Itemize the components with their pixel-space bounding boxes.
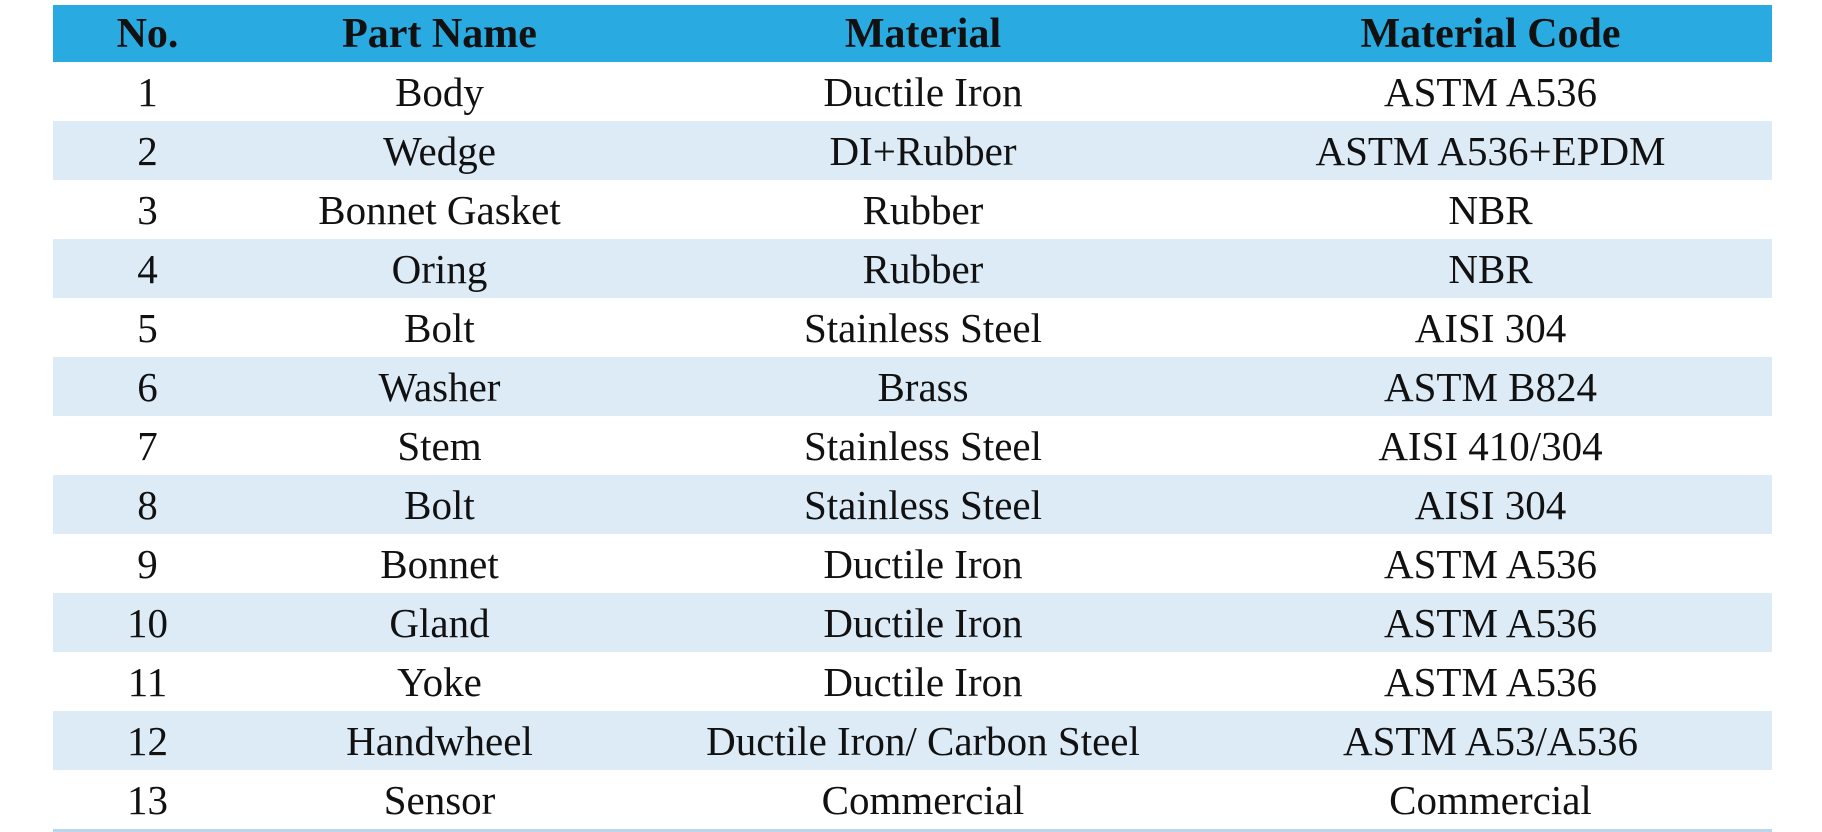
table-cell: 11 bbox=[127, 658, 168, 705]
table-cell: 1 bbox=[137, 68, 158, 115]
table-cell: Washer bbox=[242, 357, 637, 416]
table-row: 11 Yoke Ductile Iron ASTM A536 bbox=[53, 652, 1772, 711]
table-cell: Ductile Iron bbox=[823, 658, 1023, 705]
table-cell: Rubber bbox=[862, 186, 984, 233]
table-row: 3 Bonnet Gasket Rubber NBR bbox=[53, 180, 1772, 239]
table-cell: Commercial bbox=[1209, 770, 1772, 832]
table-cell: Body bbox=[395, 68, 484, 115]
table-cell: 4 bbox=[53, 239, 242, 298]
table-cell: AISI 304 bbox=[1209, 475, 1772, 534]
table-cell: 6 bbox=[53, 357, 242, 416]
table-cell: Stainless Steel bbox=[803, 422, 1042, 469]
table-cell: ASTM A536 bbox=[1383, 68, 1597, 115]
table-cell: ASTM B824 bbox=[1209, 357, 1772, 416]
table-cell: Brass bbox=[637, 357, 1209, 416]
table-cell: 10 bbox=[53, 593, 242, 652]
table-cell: Stem bbox=[397, 422, 482, 469]
table-cell: Stainless Steel bbox=[803, 304, 1042, 351]
header-row: No. Part Name Material Material Code bbox=[53, 5, 1772, 62]
table-cell: Rubber bbox=[637, 239, 1209, 298]
table-row: 13 Sensor Commercial Commercial bbox=[53, 770, 1772, 832]
table-cell: 7 bbox=[137, 422, 158, 469]
table-cell: Handwheel bbox=[242, 711, 637, 770]
table-cell: Bonnet bbox=[380, 540, 499, 587]
table-row: 1 Body Ductile Iron ASTM A536 bbox=[53, 62, 1772, 121]
table-cell: Yoke bbox=[397, 658, 482, 705]
table-cell: ASTM A536 bbox=[1383, 540, 1597, 587]
table-row: 9 Bonnet Ductile Iron ASTM A536 bbox=[53, 534, 1772, 593]
table-cell: 13 bbox=[53, 770, 242, 832]
table-cell: AISI 410/304 bbox=[1378, 422, 1603, 469]
table-cell: NBR bbox=[1448, 186, 1533, 233]
table-cell: Stainless Steel bbox=[637, 475, 1209, 534]
table-cell: 8 bbox=[53, 475, 242, 534]
table-row: 4 Oring Rubber NBR bbox=[53, 239, 1772, 298]
table-cell: 5 bbox=[137, 304, 158, 351]
column-header: Material Code bbox=[1209, 5, 1772, 62]
table-header: No. Part Name Material Material Code bbox=[53, 5, 1772, 62]
table-cell: Bolt bbox=[404, 304, 475, 351]
table-cell: ASTM A53/A536 bbox=[1209, 711, 1772, 770]
table-cell: 2 bbox=[53, 121, 242, 180]
table-cell: 9 bbox=[137, 540, 158, 587]
table-cell: Oring bbox=[242, 239, 637, 298]
table-cell: Wedge bbox=[242, 121, 637, 180]
table-cell: ASTM A536 bbox=[1383, 658, 1597, 705]
table-row: 2 Wedge DI+Rubber ASTM A536+EPDM bbox=[53, 121, 1772, 180]
table-cell: ASTM A536 bbox=[1209, 593, 1772, 652]
table-row: 6 Washer Brass ASTM B824 bbox=[53, 357, 1772, 416]
table-cell: Ductile Iron bbox=[823, 540, 1023, 587]
table-row: 8 Bolt Stainless Steel AISI 304 bbox=[53, 475, 1772, 534]
table-cell: Ductile Iron/ Carbon Steel bbox=[637, 711, 1209, 770]
table-row: 12 Handwheel Ductile Iron/ Carbon Steel AST… bbox=[53, 711, 1772, 770]
table-cell: DI+Rubber bbox=[637, 121, 1209, 180]
table-body: 1 Body Ductile Iron ASTM A536 2 Wedge DI+Rubbe… bbox=[53, 62, 1772, 832]
table-cell: AISI 304 bbox=[1414, 304, 1567, 351]
table-row: 5 Bolt Stainless Steel AISI 304 bbox=[53, 298, 1772, 357]
table-cell: ASTM A536+EPDM bbox=[1209, 121, 1772, 180]
column-header: No. bbox=[53, 5, 242, 62]
parts-table: No. Part Name Material Material Code 1 Body D… bbox=[53, 5, 1772, 832]
table-cell: Bolt bbox=[242, 475, 637, 534]
table-cell: 12 bbox=[53, 711, 242, 770]
table-row: 7 Stem Stainless Steel AISI 410/304 bbox=[53, 416, 1772, 475]
table-cell: Commercial bbox=[637, 770, 1209, 832]
table-cell: 3 bbox=[137, 186, 158, 233]
table-cell: Gland bbox=[242, 593, 637, 652]
table-cell: Sensor bbox=[242, 770, 637, 832]
table-cell: Ductile Iron bbox=[637, 593, 1209, 652]
table-cell: Bonnet Gasket bbox=[318, 186, 561, 233]
table-row: 10 Gland Ductile Iron ASTM A536 bbox=[53, 593, 1772, 652]
column-header: Part Name bbox=[242, 5, 637, 62]
table-cell: Ductile Iron bbox=[823, 68, 1023, 115]
column-header: Material bbox=[637, 5, 1209, 62]
table-cell: NBR bbox=[1209, 239, 1772, 298]
